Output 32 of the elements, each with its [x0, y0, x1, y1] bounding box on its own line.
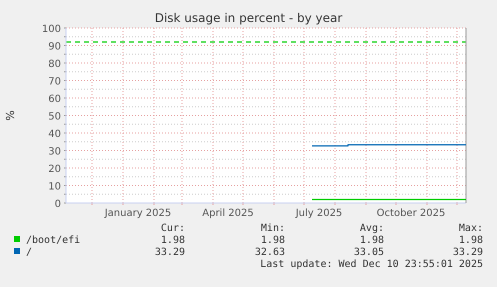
text: Cur:: [160, 223, 185, 234]
chart-title: Disk usage in percent - by year: [154, 11, 342, 25]
x-tick-label: January 2025: [104, 208, 172, 219]
text: Min:: [260, 223, 285, 234]
y-axis-title: %: [4, 110, 17, 121]
x-tick-label: October 2025: [376, 208, 446, 219]
y-tick-label: 10: [48, 182, 61, 192]
y-tick-label: 60: [48, 94, 61, 105]
y-tick-label: 50: [48, 112, 61, 122]
x-tick-label: July 2025: [294, 208, 342, 219]
y-tick-label: 40: [48, 129, 61, 140]
legend-label: /boot/efi: [26, 235, 80, 246]
text: Avg:: [360, 223, 384, 234]
text: 33.29: [154, 247, 185, 258]
y-tick-label: 0: [54, 199, 61, 210]
text: 1.98: [360, 235, 384, 246]
legend-label: /: [26, 247, 32, 258]
text: 1.98: [260, 235, 285, 246]
text: Max:: [458, 223, 483, 234]
text: 32.63: [254, 247, 285, 258]
y-tick-label: 30: [48, 146, 61, 158]
y-tick-label: 90: [48, 42, 61, 52]
text: 1.98: [160, 235, 185, 246]
x-tick-label: April 2025: [202, 208, 254, 219]
text: Last update: Wed Dec 10 23:55:01 2025: [260, 259, 483, 270]
y-tick-label: 20: [48, 164, 61, 175]
text: 1.98: [458, 235, 483, 246]
text: 33.05: [354, 247, 384, 258]
text: 33.29: [452, 247, 483, 258]
y-tick-label: 100: [42, 24, 61, 35]
y-tick-label: 70: [48, 76, 61, 88]
y-tick-label: 80: [48, 59, 61, 70]
